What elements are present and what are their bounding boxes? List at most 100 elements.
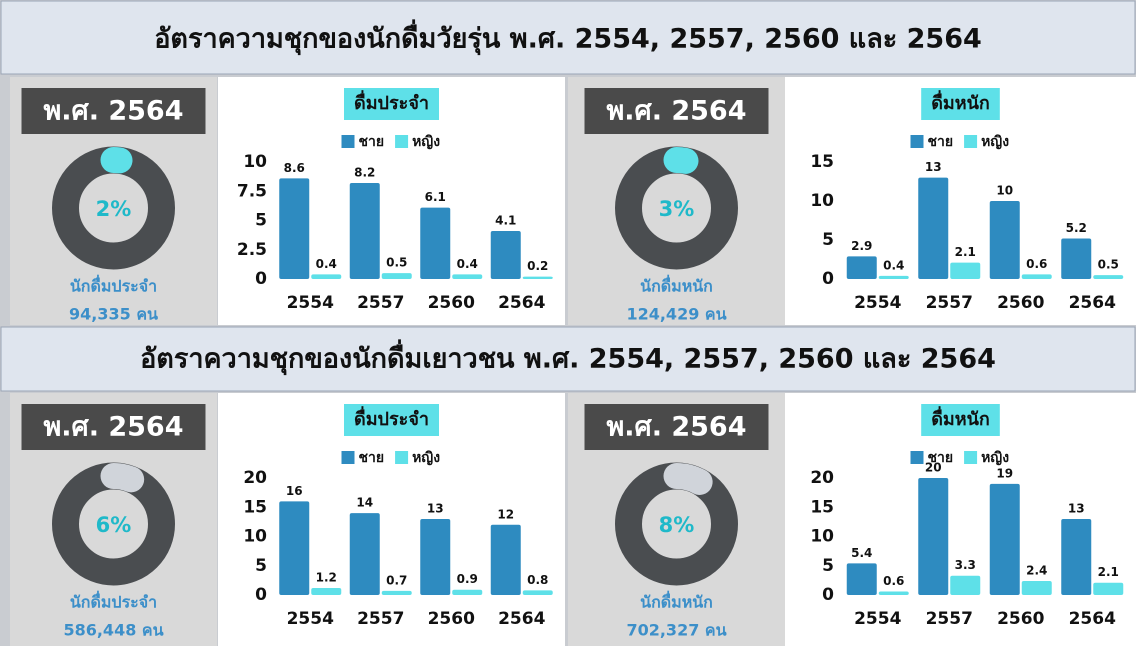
y-tick-label: 20 [810,468,834,488]
chart-title-box [921,88,1000,120]
data-label: 0.8 [527,573,548,587]
legend-swatch [395,451,409,464]
bar [381,273,412,279]
bar [279,501,310,595]
bar [989,483,1020,595]
section-title: อัตราความชุกของนักดื่มเยาวชน พ.ศ. 2554, … [140,339,996,376]
bar [349,183,380,279]
x-tick-label: 2554 [854,293,901,313]
data-label: 0.6 [1026,257,1047,271]
bar [878,275,909,279]
data-label: 2.4 [1026,563,1047,577]
bar [950,262,981,279]
data-label: 20 [925,461,942,475]
bar [918,478,949,595]
y-tick-label: 2.5 [237,240,267,260]
y-tick-label: 0 [822,269,834,289]
data-label: 4.1 [495,214,516,228]
legend-label: ชาย [359,450,385,466]
bar [1021,274,1052,279]
bar [846,256,877,279]
data-label: 12 [497,507,514,521]
section-header [0,326,1136,392]
bar [522,276,553,279]
donut-value-label: 3% [659,197,695,221]
bar [490,231,521,279]
y-tick-label: 5 [822,556,834,576]
year-box [584,88,769,134]
section-header [0,0,1136,75]
x-tick-label: 2557 [926,609,973,629]
data-label: 14 [356,496,373,510]
data-label: 2.1 [955,245,976,259]
bar [381,590,412,595]
data-label: 8.2 [354,166,375,180]
x-tick-label: 2554 [287,293,334,313]
y-tick-label: 5 [255,211,267,231]
chart-title-box [921,404,1000,436]
data-label: 0.5 [1098,258,1119,272]
chart-title-box [344,404,439,436]
bar [878,591,909,595]
year-label: พ.ศ. 2564 [607,96,747,127]
donut-value-label: 8% [659,513,695,537]
data-label: 0.9 [457,572,478,586]
chart-title: ดื่มหนัก [931,90,990,114]
bar [279,178,310,279]
legend-swatch [964,451,978,464]
chart-title: ดื่มประจำ [354,406,429,430]
year-box [21,404,206,450]
donut-segment [100,463,145,493]
chart-title: ดื่มหนัก [931,406,990,430]
data-label: 5.2 [1066,221,1087,235]
y-tick-label: 0 [255,269,267,289]
legend-label: หญิง [981,134,1009,150]
y-tick-label: 10 [810,191,834,211]
x-tick-label: 2564 [1069,293,1116,313]
donut-segment [663,147,699,174]
caption: นักดื่มหนัก [640,591,713,612]
caption: 586,448 คน [63,621,163,640]
data-label: 5.4 [851,546,872,560]
data-label: 0.4 [457,257,478,271]
x-tick-label: 2557 [926,293,973,313]
data-label: 0.2 [527,259,548,273]
legend-label: หญิง [412,134,440,150]
legend-label: ชาย [928,134,954,150]
bar [349,513,380,595]
legend-swatch [395,135,409,148]
donut-value-label: 6% [96,513,132,537]
data-label: 13 [427,501,444,515]
bar [522,590,553,595]
data-label: 8.6 [284,161,305,175]
bar [452,274,483,279]
caption: นักดื่มประจำ [70,591,157,612]
bar [918,177,949,279]
year-box [584,404,769,450]
bar [1061,518,1092,595]
caption: นักดื่มประจำ [70,275,157,296]
y-tick-label: 15 [810,497,834,517]
section-title: อัตราความชุกของนักดื่มวัยรุ่น พ.ศ. 2554,… [154,19,982,56]
x-tick-label: 2557 [357,609,404,629]
bar [989,201,1020,279]
x-tick-label: 2560 [997,609,1044,629]
legend-label: ชาย [928,450,954,466]
data-label: 2.1 [1098,565,1119,579]
bar [420,207,451,279]
bar [420,518,451,595]
data-label: 13 [925,160,942,174]
bar [311,587,342,595]
legend-swatch [341,135,355,148]
bar [1061,238,1092,279]
donut-value-label: 2% [96,197,132,221]
data-label: 13 [1068,501,1085,515]
year-label: พ.ศ. 2564 [44,96,184,127]
caption: 94,335 คน [69,305,158,324]
legend-label: หญิง [981,450,1009,466]
bar [950,575,981,595]
bar [452,589,483,595]
data-label: 19 [996,466,1013,480]
y-tick-label: 7.5 [237,181,267,201]
